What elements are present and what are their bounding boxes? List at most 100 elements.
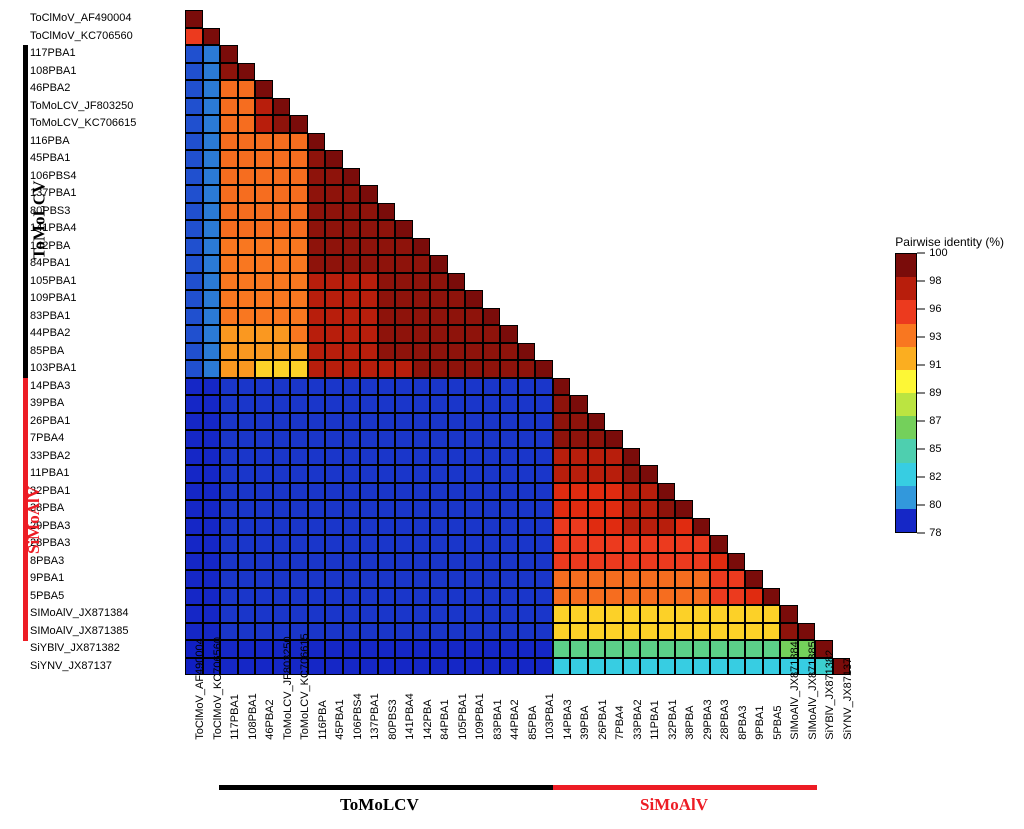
heatmap-cell <box>465 413 483 431</box>
heatmap-cell <box>220 395 238 413</box>
heatmap-cell <box>238 500 256 518</box>
heatmap-cell <box>203 168 221 186</box>
row-label: 117PBA1 <box>30 45 136 63</box>
heatmap-cell <box>238 98 256 116</box>
legend-segment <box>896 277 916 300</box>
heatmap-cell <box>483 518 501 536</box>
y-group-label-simoalv: SiMoAlV <box>24 486 44 554</box>
row-label: 83PBA1 <box>30 308 136 326</box>
heatmap-cell <box>395 308 413 326</box>
heatmap-cell <box>448 465 466 483</box>
heatmap-cell <box>535 430 553 448</box>
row-label: ToClMoV_AF490004 <box>30 10 136 28</box>
column-label: ToMoLCV_KC706615 <box>299 722 311 740</box>
heatmap-cell <box>378 588 396 606</box>
legend-tick-line <box>917 253 925 254</box>
heatmap-cell <box>220 220 238 238</box>
heatmap-cell <box>308 360 326 378</box>
heatmap-cell <box>308 168 326 186</box>
heatmap-cell <box>658 570 676 588</box>
heatmap-cell <box>290 255 308 273</box>
heatmap-cell <box>273 588 291 606</box>
heatmap-cell <box>308 325 326 343</box>
heatmap-cell <box>308 570 326 588</box>
heatmap-cell <box>675 640 693 658</box>
heatmap-cell <box>623 518 641 536</box>
heatmap-cell <box>605 430 623 448</box>
column-label: 9PBA1 <box>754 722 766 740</box>
heatmap-cell <box>500 623 518 641</box>
heatmap-cell <box>395 395 413 413</box>
heatmap-cell <box>378 378 396 396</box>
heatmap-cell <box>483 588 501 606</box>
heatmap-cell <box>623 570 641 588</box>
heatmap-cell <box>395 290 413 308</box>
heatmap-cell <box>658 588 676 606</box>
heatmap-cell <box>290 168 308 186</box>
heatmap-cell <box>325 500 343 518</box>
heatmap-cell <box>255 115 273 133</box>
column-label: 32PBA1 <box>666 722 678 740</box>
heatmap-cell <box>728 623 746 641</box>
legend-tick-line <box>917 421 925 422</box>
heatmap-cell <box>185 518 203 536</box>
column-label: 33PBA2 <box>631 722 643 740</box>
heatmap-cell <box>448 483 466 501</box>
heatmap-cell <box>605 535 623 553</box>
heatmap-cell <box>203 605 221 623</box>
heatmap-cell <box>255 465 273 483</box>
heatmap-cell <box>693 623 711 641</box>
column-label: SiYNV_JX87137 <box>841 722 853 740</box>
heatmap-cell <box>535 378 553 396</box>
heatmap-cell <box>395 570 413 588</box>
heatmap-cell <box>203 133 221 151</box>
heatmap-cell <box>360 273 378 291</box>
heatmap-cell <box>343 378 361 396</box>
heatmap-cell <box>553 570 571 588</box>
heatmap-cell <box>378 500 396 518</box>
heatmap-cell <box>343 325 361 343</box>
heatmap-cell <box>325 640 343 658</box>
heatmap-cell <box>255 535 273 553</box>
heatmap-cell <box>430 570 448 588</box>
heatmap-cell <box>360 360 378 378</box>
heatmap-cell <box>325 360 343 378</box>
heatmap-row <box>185 45 850 63</box>
heatmap-cell <box>378 413 396 431</box>
heatmap-cell <box>640 553 658 571</box>
heatmap-cell <box>588 448 606 466</box>
heatmap-cell <box>203 115 221 133</box>
heatmap-cell <box>728 605 746 623</box>
heatmap-cell <box>325 553 343 571</box>
heatmap-cell <box>605 553 623 571</box>
heatmap-cell <box>483 448 501 466</box>
heatmap-cell <box>290 220 308 238</box>
heatmap-cell <box>448 518 466 536</box>
heatmap-cell <box>640 570 658 588</box>
heatmap-cell <box>185 80 203 98</box>
heatmap-cell <box>588 570 606 588</box>
heatmap-cell <box>658 605 676 623</box>
heatmap-cell <box>430 448 448 466</box>
heatmap-cell <box>185 378 203 396</box>
legend-tick-label: 78 <box>929 527 941 539</box>
heatmap-row <box>185 63 850 81</box>
heatmap-cell <box>255 343 273 361</box>
row-label: 28PBA3 <box>30 535 136 553</box>
heatmap-cell <box>658 483 676 501</box>
legend-segment <box>896 393 916 416</box>
heatmap-cell <box>360 500 378 518</box>
heatmap-cell <box>378 255 396 273</box>
heatmap-cell <box>360 570 378 588</box>
legend-tick-label: 85 <box>929 443 941 455</box>
heatmap-cell <box>553 518 571 536</box>
heatmap-cell <box>430 535 448 553</box>
heatmap-cell <box>185 45 203 63</box>
heatmap-cell <box>448 553 466 571</box>
row-label: ToClMoV_KC706560 <box>30 28 136 46</box>
heatmap-cell <box>290 605 308 623</box>
heatmap-cell <box>570 535 588 553</box>
heatmap-cell <box>430 378 448 396</box>
row-label: 85PBA <box>30 343 136 361</box>
legend-tick-label: 82 <box>929 471 941 483</box>
